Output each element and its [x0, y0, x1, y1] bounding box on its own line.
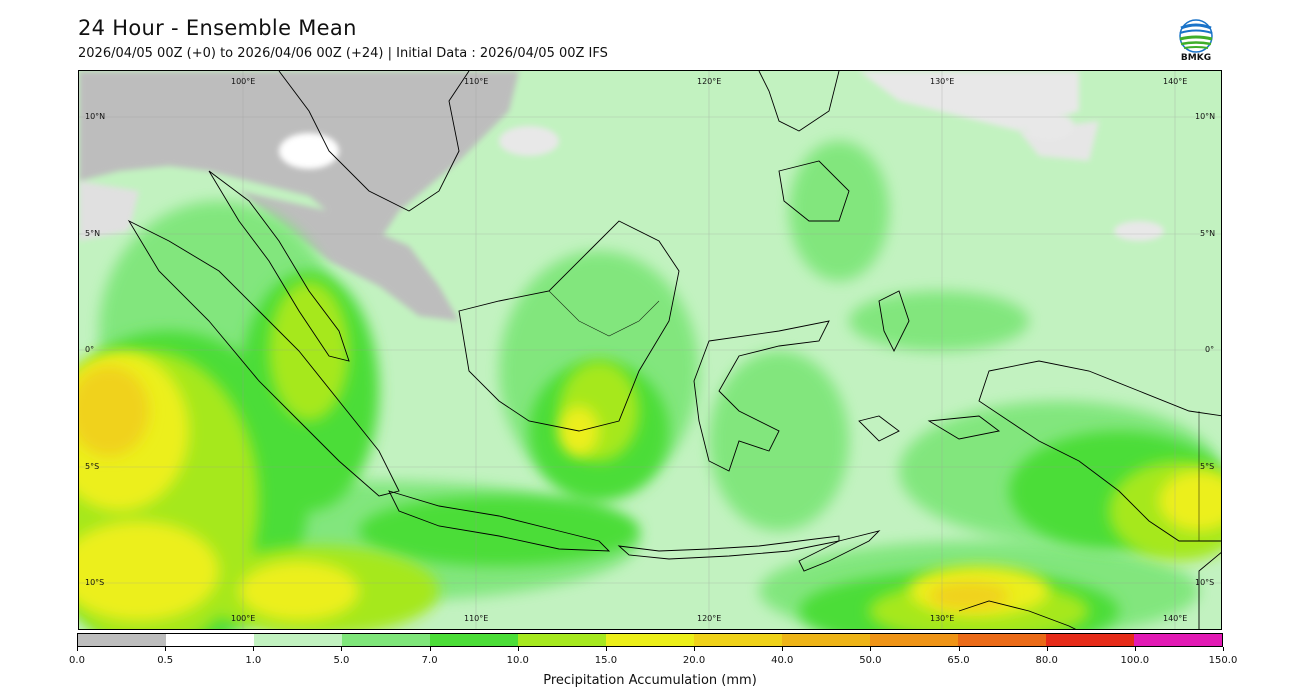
colorbar-tick-label: 7.0: [421, 655, 438, 666]
lon-label-bottom: 100°E: [231, 614, 256, 623]
lon-label-bottom: 120°E: [697, 614, 722, 623]
colorbar-tick-label: 10.0: [506, 655, 529, 666]
lon-label-top: 120°E: [697, 77, 722, 86]
lon-label-top: 140°E: [1163, 77, 1188, 86]
colorbar-tick-mark: [429, 647, 431, 651]
precipitation-colorbar: [77, 633, 1223, 647]
colorbar-tick-mark: [253, 647, 255, 651]
colorbar-tick-mark: [77, 647, 78, 651]
lat-label-left: 0°: [85, 345, 95, 354]
chart-subtitle: 2026/04/05 00Z (+0) to 2026/04/06 00Z (+…: [78, 46, 608, 61]
bmkg-emblem-icon: [1179, 19, 1213, 53]
colorbar-tick-label: 65.0: [947, 655, 970, 666]
colorbar-tick-mark: [341, 647, 343, 651]
colorbar-tick-mark: [870, 647, 872, 651]
colorbar-label: Precipitation Accumulation (mm): [543, 673, 757, 688]
colorbar-tick-mark: [1223, 647, 1224, 651]
colorbar-tick-label: 5.0: [333, 655, 350, 666]
lat-label-left: 10°N: [85, 112, 106, 121]
chart-title: 24 Hour - Ensemble Mean: [78, 16, 357, 40]
precipitation-map[interactable]: 100°E 110°E 120°E 130°E 140°E 100°E 110°…: [78, 70, 1222, 630]
colorbar-tick-label: 20.0: [682, 655, 706, 666]
national-borders: [548, 290, 1200, 541]
bmkg-logo: BMKG: [1176, 18, 1216, 66]
colorbar-tick-label: 80.0: [1035, 655, 1058, 666]
colorbar-segment: [782, 634, 870, 646]
colorbar-tick-label: 15.0: [594, 655, 618, 666]
precipitation-field: [79, 71, 1221, 629]
colorbar-tick-mark: [958, 647, 960, 651]
colorbar-tick-mark: [517, 647, 519, 651]
lat-label-right: 0°: [1205, 345, 1215, 354]
colorbar-tick-mark: [605, 647, 607, 651]
colorbar-segment: [870, 634, 958, 646]
lon-label-bottom: 140°E: [1163, 614, 1188, 623]
lat-label-left: 5°S: [85, 462, 100, 471]
colorbar-segment: [518, 634, 606, 646]
colorbar-tick-label: 1.0: [245, 655, 262, 666]
colorbar-tick-mark: [1046, 647, 1048, 651]
colorbar-segment: [1134, 634, 1222, 646]
colorbar-tick-label: 0.5: [157, 655, 174, 666]
lat-label-right: 5°N: [1200, 229, 1216, 238]
colorbar-tick-mark: [694, 647, 696, 651]
coastlines: [127, 71, 1221, 629]
lon-label-top: 110°E: [464, 77, 489, 86]
colorbar-tick-label: 0.0: [69, 655, 85, 666]
colorbar-segment: [254, 634, 342, 646]
colorbar-segment: [78, 634, 166, 646]
lon-label-bottom: 110°E: [464, 614, 489, 623]
lon-label-bottom: 130°E: [930, 614, 955, 623]
colorbar-tick-label: 150.0: [1208, 655, 1238, 666]
lat-label-right: 5°S: [1200, 462, 1215, 471]
colorbar-tick-mark: [1134, 647, 1136, 651]
colorbar-segment: [430, 634, 518, 646]
lat-label-left: 5°N: [85, 229, 101, 238]
rain-20-40mm: [79, 366, 1009, 610]
colorbar-tick-mark: [165, 647, 167, 651]
lat-label-left: 10°S: [85, 578, 105, 587]
colorbar-segment: [342, 634, 430, 646]
logo-text: BMKG: [1180, 53, 1212, 63]
lat-label-right: 10°N: [1195, 112, 1216, 121]
colorbar-segment: [958, 634, 1046, 646]
colorbar-segment: [1046, 634, 1134, 646]
lon-label-top: 130°E: [930, 77, 955, 86]
graticule: [79, 71, 1221, 629]
colorbar-segment: [694, 634, 782, 646]
colorbar-tick-label: 100.0: [1120, 655, 1150, 666]
colorbar-tick-label: 40.0: [771, 655, 794, 666]
colorbar-segment: [606, 634, 694, 646]
lon-label-top: 100°E: [231, 77, 256, 86]
colorbar-tick-label: 50.0: [859, 655, 882, 666]
colorbar-segment: [166, 634, 254, 646]
lat-label-right: 10°S: [1195, 578, 1215, 587]
colorbar-tick-mark: [782, 647, 784, 651]
